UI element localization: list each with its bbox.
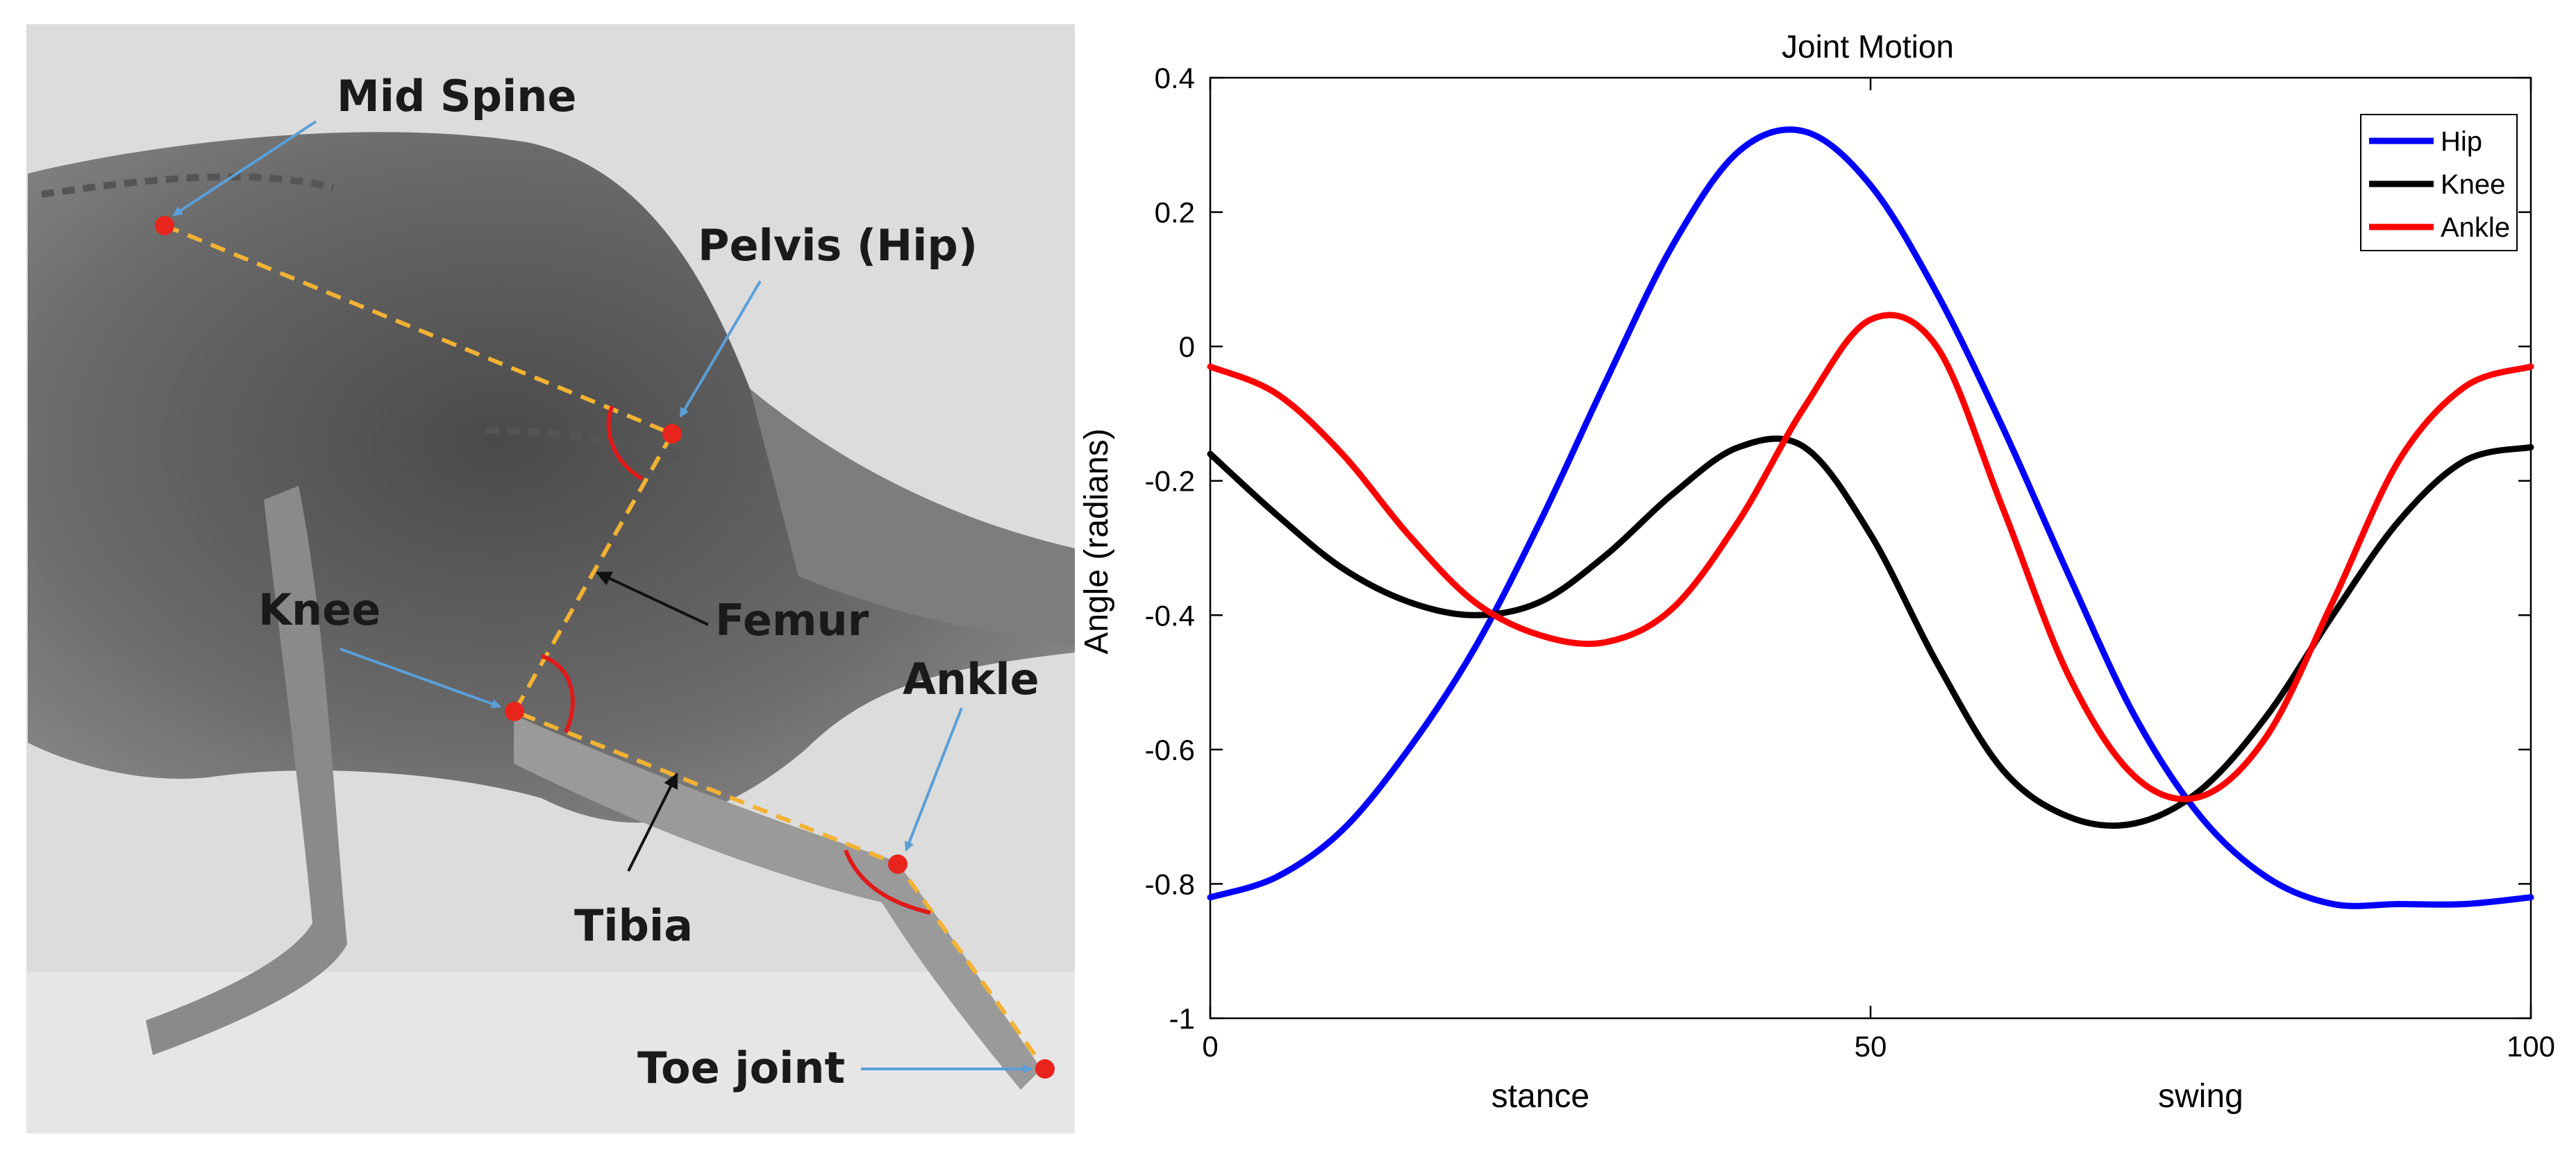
- pelvis-marker: [662, 424, 682, 444]
- y-tick-label: -0.8: [1145, 868, 1195, 900]
- y-tick-label: 0.4: [1155, 62, 1195, 94]
- femur-label: Femur: [715, 595, 869, 646]
- tibia-label: Tibia: [574, 900, 693, 951]
- legend-label-ankle: Ankle: [2441, 212, 2510, 243]
- phase-label-stance: stance: [1491, 1078, 1589, 1115]
- ankle-marker: [888, 854, 908, 874]
- hind-leg: [514, 715, 1042, 1090]
- knee-arrow: [340, 648, 501, 709]
- legend-label-hip: Hip: [2441, 126, 2482, 157]
- knee-marker: [505, 702, 524, 721]
- y-tick-label: 0: [1179, 330, 1195, 363]
- y-tick-label: -1: [1169, 1002, 1195, 1035]
- x-tick-label: 0: [1202, 1030, 1218, 1063]
- xray-figure: Mid Spine Pelvis (Hip) Knee Femur Ankle …: [26, 24, 1075, 1133]
- mid-spine-marker: [155, 216, 174, 235]
- y-axis-label: Angle (radians): [1083, 428, 1115, 655]
- y-tick-label: -0.6: [1145, 734, 1195, 766]
- y-tick-label: -0.4: [1145, 599, 1195, 632]
- pelvis-label: Pelvis (Hip): [698, 220, 978, 271]
- mid-spine-label: Mid Spine: [337, 71, 576, 121]
- y-tick-label: -0.2: [1145, 465, 1195, 498]
- y-tick-label: 0.2: [1155, 196, 1195, 229]
- ankle-arrow: [904, 707, 963, 852]
- pelvis-arrow: [679, 280, 762, 418]
- knee-angle-arc: [540, 654, 575, 734]
- series-line-knee: [1207, 435, 2534, 829]
- x-tick-label: 100: [2507, 1030, 2555, 1063]
- knee-label: Knee: [258, 584, 380, 635]
- xray-panel: Mid Spine Pelvis (Hip) Knee Femur Ankle …: [0, 0, 1083, 1152]
- foreleg: [146, 486, 347, 1055]
- legend-label-knee: Knee: [2441, 169, 2505, 200]
- toe-joint-label: Toe joint: [637, 1043, 845, 1093]
- phase-label-swing: swing: [2158, 1078, 2243, 1115]
- series-line-hip: [1207, 126, 2534, 909]
- ankle-label: Ankle: [903, 654, 1039, 705]
- ankle-angle-arc: [844, 849, 931, 915]
- segment-lines: [163, 224, 1047, 1070]
- axes-box: [1209, 76, 2532, 1020]
- toe-joint-marker: [1035, 1059, 1055, 1079]
- tibia-arrow: [627, 773, 678, 872]
- mid-spine-arrow: [172, 120, 317, 217]
- hip-angle-arc: [606, 405, 644, 481]
- x-tick-label: 50: [1855, 1030, 1887, 1063]
- series-line-ankle: [1207, 312, 2534, 802]
- femur-arrow: [596, 571, 709, 626]
- joint-motion-chart: Joint Motion Angle (radians) 0.4 0.2 0 -0.2…: [1078, 28, 2555, 1115]
- chart-title: Joint Motion: [1782, 28, 1954, 65]
- chart-panel: Joint Motion Angle (radians) 0.4 0.2 0 -0.2…: [1078, 0, 2576, 1152]
